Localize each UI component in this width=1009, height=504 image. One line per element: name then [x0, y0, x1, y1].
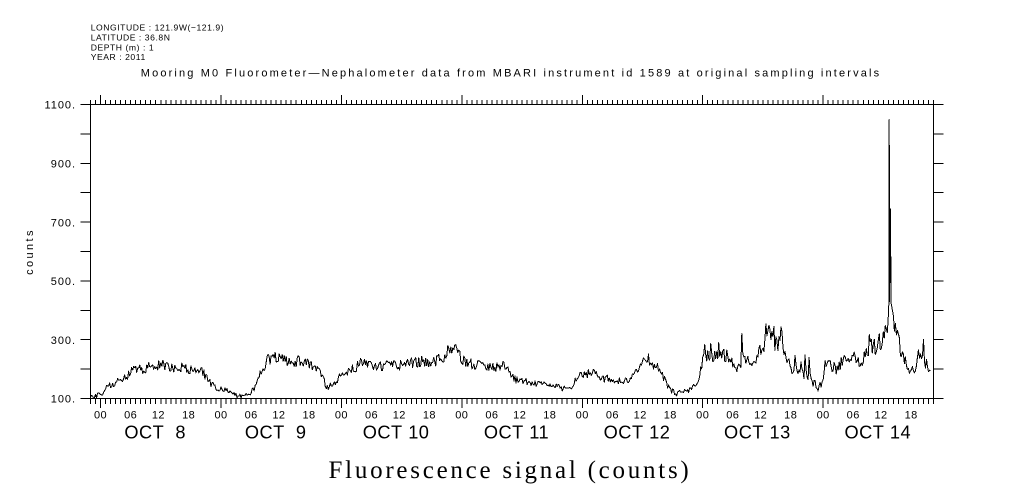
svg-text:OCT 8: OCT 8	[124, 423, 186, 443]
svg-text:18: 18	[905, 410, 918, 422]
svg-text:06: 06	[485, 410, 498, 422]
svg-text:00: 00	[576, 410, 589, 422]
svg-text:18: 18	[182, 410, 195, 422]
svg-text:counts: counts	[24, 228, 36, 275]
svg-text:12: 12	[272, 410, 285, 422]
svg-text:OCT 12: OCT 12	[604, 423, 671, 443]
svg-text:06: 06	[365, 410, 378, 422]
svg-text:06: 06	[726, 410, 739, 422]
svg-text:00: 00	[817, 410, 830, 422]
svg-text:OCT 10: OCT 10	[363, 423, 430, 443]
svg-text:700.: 700.	[51, 217, 76, 229]
svg-text:Mooring M0 Fluorometer—Nephalo: Mooring M0 Fluorometer—Nephalometer data…	[141, 68, 882, 80]
svg-text:12: 12	[634, 410, 647, 422]
svg-text:00: 00	[335, 410, 348, 422]
svg-text:OCT 9: OCT 9	[245, 423, 307, 443]
svg-text:900.: 900.	[51, 159, 76, 171]
svg-text:06: 06	[245, 410, 258, 422]
svg-text:06: 06	[847, 410, 860, 422]
svg-text:LATITUDE : 36.8N: LATITUDE : 36.8N	[91, 33, 171, 43]
svg-text:12: 12	[152, 410, 165, 422]
svg-text:06: 06	[606, 410, 619, 422]
svg-text:12: 12	[874, 410, 887, 422]
svg-text:18: 18	[543, 410, 556, 422]
svg-text:06: 06	[124, 410, 137, 422]
svg-text:500.: 500.	[51, 276, 76, 288]
svg-text:OCT 13: OCT 13	[724, 423, 791, 443]
svg-text:OCT 11: OCT 11	[484, 423, 549, 443]
svg-text:100.: 100.	[51, 394, 76, 406]
svg-text:300.: 300.	[51, 335, 76, 347]
svg-text:12: 12	[393, 410, 406, 422]
svg-text:00: 00	[94, 410, 107, 422]
svg-text:YEAR : 2011: YEAR : 2011	[91, 52, 146, 62]
svg-text:OCT 14: OCT 14	[844, 423, 911, 443]
svg-text:00: 00	[214, 410, 227, 422]
svg-text:12: 12	[513, 410, 526, 422]
svg-text:1100.: 1100.	[45, 100, 76, 112]
svg-text:DEPTH (m) : 1: DEPTH (m) : 1	[91, 43, 155, 53]
svg-text:LONGITUDE : 121.9W(−121.9): LONGITUDE : 121.9W(−121.9)	[91, 22, 224, 32]
svg-text:00: 00	[455, 410, 468, 422]
svg-text:18: 18	[302, 410, 315, 422]
svg-text:12: 12	[754, 410, 767, 422]
svg-text:Fluorescence signal (counts): Fluorescence signal (counts)	[328, 457, 691, 484]
svg-text:00: 00	[696, 410, 709, 422]
svg-text:18: 18	[664, 410, 677, 422]
svg-text:18: 18	[423, 410, 436, 422]
svg-text:18: 18	[784, 410, 797, 422]
